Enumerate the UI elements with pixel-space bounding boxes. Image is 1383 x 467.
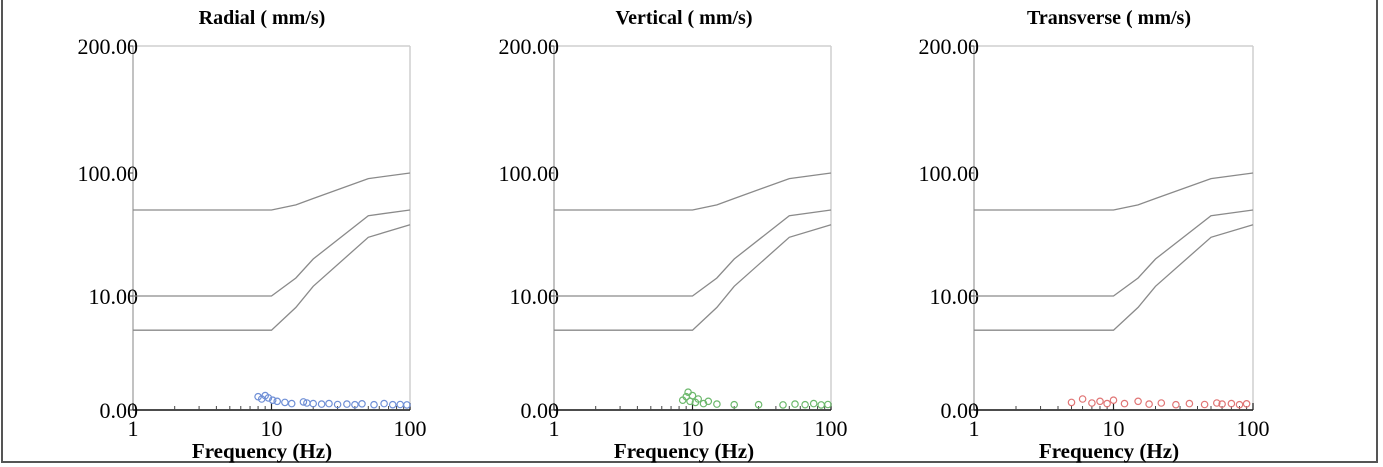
- y-tick-label: 100.00: [78, 161, 139, 186]
- data-point: [754, 400, 763, 409]
- data-point: [817, 401, 826, 409]
- data-point: [403, 401, 411, 409]
- data-point: [1235, 400, 1244, 409]
- data-point: [268, 396, 277, 405]
- data-point: [779, 401, 787, 409]
- data-point: [309, 399, 318, 408]
- data-point: [333, 400, 342, 409]
- data-point: [1242, 399, 1251, 408]
- chart-title: Radial ( mm/s): [199, 7, 326, 29]
- chart-title: Vertical ( mm/s): [616, 7, 753, 29]
- y-tick-label: 100.00: [499, 161, 560, 186]
- x-tick-label: 10: [682, 416, 704, 441]
- data-point: [1120, 399, 1129, 408]
- data-point: [273, 397, 282, 406]
- data-point: [824, 400, 832, 409]
- data-point: [694, 395, 703, 403]
- data-point: [287, 399, 296, 408]
- data-point: [1145, 400, 1153, 408]
- data-point: [1103, 399, 1111, 408]
- limit-line-2: [554, 209, 832, 297]
- y-tick-label: 200.00: [78, 34, 139, 59]
- x-tick-label: 100: [394, 416, 427, 441]
- data-point: [1109, 396, 1118, 405]
- data-point: [704, 397, 713, 406]
- limit-line-3: [133, 224, 411, 331]
- y-tick-label: 200.00: [919, 34, 980, 59]
- x-axis-label: Frequency (Hz): [1039, 439, 1179, 463]
- data-point: [791, 400, 799, 408]
- x-tick-label: 1: [128, 416, 139, 441]
- x-tick-label: 100: [1237, 416, 1270, 441]
- data-point: [809, 399, 818, 408]
- data-point: [1227, 399, 1236, 408]
- x-axis-label: Frequency (Hz): [192, 439, 332, 463]
- x-tick-label: 1: [969, 416, 980, 441]
- data-point: [730, 400, 739, 409]
- x-tick-label: 1: [549, 416, 560, 441]
- data-point: [1067, 398, 1076, 407]
- data-point: [281, 398, 289, 407]
- data-point: [1185, 399, 1194, 408]
- data-point: [370, 400, 378, 409]
- x-tick-label: 10: [261, 416, 283, 441]
- data-point: [801, 400, 809, 409]
- x-axis-label: Frequency (Hz): [614, 439, 754, 463]
- data-point: [1157, 399, 1166, 407]
- y-tick-label: 100.00: [919, 161, 980, 186]
- data-point: [351, 400, 359, 409]
- data-point: [1088, 399, 1096, 407]
- data-point: [317, 400, 326, 408]
- y-tick-label: 200.00: [499, 34, 560, 59]
- data-point: [1200, 400, 1209, 409]
- data-point: [688, 391, 697, 400]
- data-point: [1134, 397, 1142, 406]
- data-point: [343, 400, 351, 408]
- data-point: [358, 399, 366, 408]
- data-point: [1078, 395, 1087, 403]
- data-point: [388, 400, 397, 409]
- limit-line-3: [554, 224, 832, 331]
- x-tick-label: 10: [1103, 416, 1125, 441]
- x-tick-label: 100: [815, 416, 848, 441]
- data-point: [1172, 400, 1180, 409]
- chart-title: Transverse ( mm/s): [1027, 7, 1191, 29]
- data-point: [1218, 400, 1226, 408]
- data-point: [396, 400, 405, 409]
- limit-line-1: [554, 172, 832, 211]
- data-point: [299, 398, 308, 406]
- limit-line-1: [133, 172, 411, 211]
- data-point: [264, 394, 273, 402]
- limit-line-1: [974, 172, 1254, 211]
- chart-panel-3: Transverse ( mm/s)0.0010.00100.00200.001…: [919, 7, 1270, 463]
- data-point: [713, 400, 721, 408]
- limit-line-3: [974, 224, 1254, 331]
- limit-line-2: [133, 209, 411, 297]
- limit-line-2: [974, 209, 1254, 297]
- data-point: [325, 399, 333, 408]
- data-point: [1096, 397, 1104, 406]
- data-point: [1213, 399, 1221, 407]
- data-point: [380, 399, 388, 408]
